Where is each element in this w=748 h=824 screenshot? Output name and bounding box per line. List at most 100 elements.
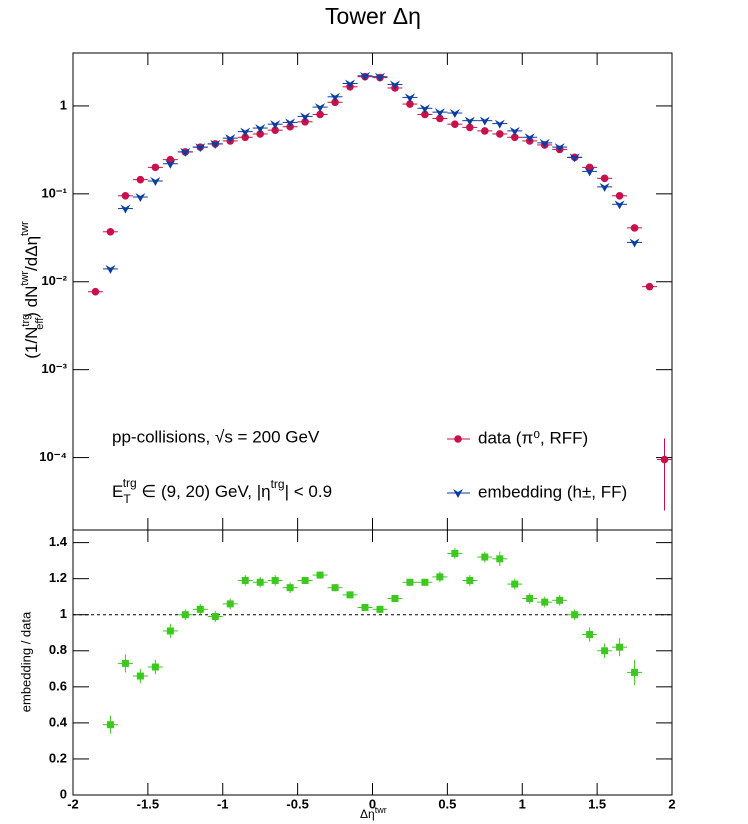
data-point [601, 647, 609, 655]
data-point [524, 133, 535, 143]
data-point [451, 120, 459, 128]
data-point [240, 127, 251, 137]
data-point [556, 596, 564, 604]
data-point [271, 126, 279, 134]
legend-marker [453, 489, 463, 498]
x-tick-label: 0 [369, 796, 376, 811]
data-point [421, 578, 429, 586]
y-axis-label: (1/Ntrg eff) dNtwr/dΔηtwr [19, 221, 46, 359]
data-point [510, 133, 519, 142]
x-tick-label: -2 [67, 796, 79, 811]
y-tick-label: 10⁻² [41, 273, 67, 288]
x-tick-label: 2 [668, 796, 675, 811]
data-point [481, 553, 489, 561]
data-point [121, 659, 129, 667]
data-point [389, 80, 400, 90]
data-point [436, 114, 444, 123]
y-label-part: twr [19, 221, 31, 236]
data-point [136, 672, 144, 680]
y-tick-label: 10⁻⁴ [39, 449, 67, 464]
annotation: ETtrg ∈ (9, 20) GeV, |ηtrg| < 0.9 [112, 476, 332, 506]
y-tick-label: 0.8 [49, 642, 67, 657]
data-point [300, 112, 311, 122]
data-point [166, 155, 175, 164]
data-point [391, 595, 399, 603]
data-point [466, 123, 474, 132]
data-point [165, 159, 176, 169]
annotation-part: trg [123, 476, 137, 490]
data-point [255, 124, 266, 134]
y-tick-label: 0.6 [49, 678, 67, 693]
y-tick-label: 1 [60, 606, 67, 621]
annotation-part: trg [271, 477, 285, 491]
data-point [166, 627, 174, 635]
data-point [91, 287, 100, 296]
data-point [136, 175, 145, 184]
data-point [241, 576, 249, 584]
y-label-part: /dΔη [22, 236, 41, 271]
chart-title: Tower Δη [325, 3, 421, 29]
data-point [196, 605, 204, 613]
data-point [211, 613, 219, 621]
data-point [539, 138, 550, 148]
data-point [106, 721, 114, 729]
y-label-part: trg [20, 314, 32, 327]
data-point [210, 139, 221, 149]
data-point [271, 576, 279, 584]
data-point [106, 227, 115, 236]
data-point [419, 104, 430, 114]
data-point [301, 117, 309, 126]
data-point [495, 130, 504, 138]
data-point [631, 668, 639, 676]
data-point [360, 71, 371, 81]
data-point [241, 133, 250, 142]
data-point [331, 98, 339, 107]
data-point [614, 200, 625, 210]
legend-marker [454, 435, 462, 443]
data-point [571, 611, 579, 619]
y-tick-label: 0 [60, 786, 67, 801]
annotation-part: E [112, 482, 123, 501]
data-point [285, 118, 296, 128]
data-point [511, 580, 519, 588]
legend-label: embedding (h±, FF) [478, 482, 627, 501]
x-tick-label: 1.5 [588, 796, 606, 811]
x-tick-label: 0.5 [438, 796, 456, 811]
x-label-part: Δη [360, 807, 375, 821]
data-point [526, 595, 534, 603]
data-point [404, 93, 415, 103]
data-point [301, 576, 309, 584]
data-point [509, 126, 520, 136]
data-point [494, 119, 505, 129]
data-point [120, 204, 131, 214]
annotation: pp-collisions, √s = 200 GeV [112, 427, 320, 446]
y-tick-label: 0.2 [49, 750, 67, 765]
data-point [600, 174, 609, 183]
data-point [616, 643, 624, 651]
annotation-part: T [123, 492, 131, 506]
x-tick-label: -1 [217, 796, 229, 811]
data-point [256, 130, 264, 138]
data-point [151, 163, 160, 172]
ratio-y-label: embedding / data [18, 611, 33, 712]
y-tick-label: 1.4 [49, 534, 68, 549]
data-point [316, 571, 324, 579]
data-point [151, 663, 159, 671]
data-point [466, 576, 474, 584]
y-tick-label: 1 [60, 97, 67, 112]
data-point [135, 193, 146, 203]
data-point [181, 611, 189, 619]
data-point [436, 573, 444, 581]
y-label-part: ) dN [22, 286, 41, 318]
x-tick-label: -0.5 [286, 796, 308, 811]
data-point [331, 584, 339, 592]
data-point [121, 191, 130, 200]
data-point [451, 549, 459, 557]
data-point [316, 110, 324, 119]
data-point [315, 103, 326, 113]
data-point [195, 143, 206, 153]
data-point [180, 147, 191, 157]
data-point [449, 109, 460, 119]
